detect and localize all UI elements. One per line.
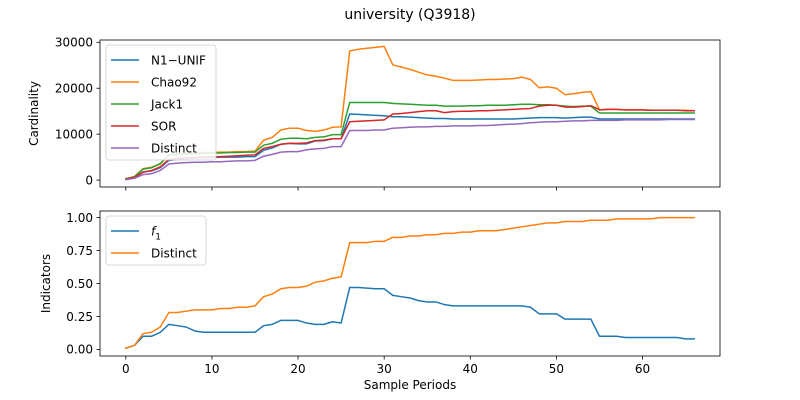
legend-label-sub: 1 bbox=[155, 233, 161, 243]
legend-label: Chao92 bbox=[151, 76, 197, 90]
x-tick-label: 30 bbox=[377, 362, 392, 376]
y-axis-label: Cardinality bbox=[27, 81, 41, 146]
legend-box bbox=[105, 44, 217, 161]
x-tick-label: 20 bbox=[290, 362, 305, 376]
y-tick-label: 10000 bbox=[55, 127, 93, 141]
legend-label: Jack1 bbox=[150, 98, 183, 112]
series-line-0-2 bbox=[124, 101, 695, 180]
x-tick-label: 40 bbox=[463, 362, 478, 376]
legend: f1 Distinct bbox=[105, 215, 207, 266]
figure-title: university (Q3918) bbox=[344, 7, 475, 23]
series-line-1-0 bbox=[124, 286, 695, 350]
x-tick-label: 60 bbox=[635, 362, 650, 376]
legend: N1−UNIF Chao92 Jack1 SOR Distinct bbox=[105, 44, 217, 161]
legend-label: Distinct bbox=[151, 142, 197, 156]
y-tick-label: 0.50 bbox=[66, 277, 93, 291]
x-tick-label: 0 bbox=[122, 362, 130, 376]
series-line-0-3 bbox=[124, 104, 695, 181]
x-tick-label: 50 bbox=[549, 362, 564, 376]
legend-label-main: f bbox=[151, 225, 157, 239]
bottom-chart: 0 10 20 30 40 50 60 0.00 0.25 0.50 0.75 1.00 Indicat… bbox=[39, 210, 721, 392]
y-tick-label: 30000 bbox=[55, 36, 93, 50]
x-axis-label: Sample Periods bbox=[364, 378, 456, 392]
top-chart: 0 10000 20000 30000 Cardinality N1−UNIF Chao92… bbox=[27, 36, 721, 191]
y-tick-label: 0 bbox=[85, 173, 93, 187]
y-tick-label: 1.00 bbox=[66, 211, 93, 225]
y-tick-label: 0.00 bbox=[66, 343, 93, 357]
y-axis-label: Indicators bbox=[39, 254, 53, 313]
legend-label: SOR bbox=[151, 120, 176, 134]
series-line-1-1 bbox=[124, 216, 695, 350]
y-tick-label: 0.25 bbox=[66, 310, 93, 324]
series-line-0-4 bbox=[124, 118, 695, 181]
legend-label: Distinct bbox=[151, 247, 197, 261]
y-tick-label: 0.75 bbox=[66, 244, 93, 258]
y-tick-label: 20000 bbox=[55, 82, 93, 96]
legend-label: f1 bbox=[151, 225, 161, 243]
legend-label: N1−UNIF bbox=[151, 54, 206, 68]
x-tick-label: 10 bbox=[204, 362, 219, 376]
axes-frame bbox=[99, 39, 721, 188]
